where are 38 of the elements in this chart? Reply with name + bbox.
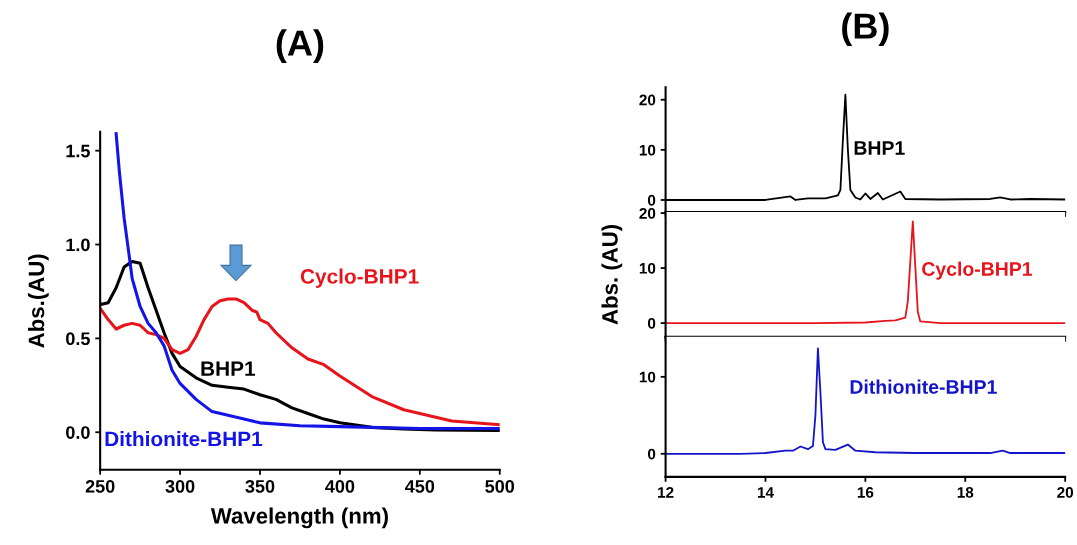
y-tick-label: 0 bbox=[647, 448, 656, 460]
x-tick-label: 18 bbox=[957, 487, 974, 498]
y-tick-label: 10 bbox=[639, 262, 656, 274]
y-tick-label: 0.5 bbox=[66, 332, 90, 346]
y-tick-label: 20 bbox=[639, 94, 656, 106]
line-series bbox=[100, 297, 500, 427]
x-tick-label: 16 bbox=[857, 487, 874, 498]
y-axis-title: Abs.(AU) bbox=[27, 254, 49, 348]
line-series bbox=[665, 347, 1066, 455]
x-tick-label: 300 bbox=[165, 479, 195, 493]
y-tick-label: 1.5 bbox=[66, 144, 90, 158]
chart-title: (A) bbox=[276, 29, 324, 63]
y-tick-label: 0 bbox=[647, 317, 656, 329]
y-tick-label: 20 bbox=[639, 207, 656, 219]
x-tick-label: 12 bbox=[658, 487, 674, 498]
x-tick-label: 400 bbox=[325, 479, 355, 493]
chart-title: (B) bbox=[842, 12, 889, 47]
series-label: BHP1 bbox=[201, 361, 256, 376]
series-label: Cyclo-BHP1 bbox=[922, 261, 1033, 280]
x-tick-label: 14 bbox=[757, 487, 774, 498]
x-tick-label: 250 bbox=[85, 479, 115, 493]
x-tick-label: 500 bbox=[485, 479, 515, 493]
y-tick-label: 10 bbox=[639, 371, 656, 383]
y-tick-label: 0 bbox=[647, 194, 656, 206]
x-axis-title: Wavelength (nm) bbox=[210, 507, 388, 529]
y-tick-label: 10 bbox=[639, 144, 656, 156]
x-tick-label: 20 bbox=[1057, 487, 1074, 498]
line-series bbox=[114, 132, 500, 431]
series-label: Dithionite-BHP1 bbox=[105, 431, 263, 447]
y-axis-title: Abs. (AU) bbox=[601, 224, 623, 325]
y-tick-label: 1.0 bbox=[66, 238, 90, 252]
y-tick-label: 0.0 bbox=[66, 426, 90, 439]
x-tick-label: 450 bbox=[405, 479, 435, 493]
x-tick-label: 350 bbox=[245, 479, 275, 493]
series-label: BHP1 bbox=[854, 141, 905, 155]
series-label: Dithionite-BHP1 bbox=[850, 379, 997, 394]
text: Cyclo-BHP1 bbox=[300, 268, 419, 288]
line-series bbox=[665, 220, 1066, 324]
